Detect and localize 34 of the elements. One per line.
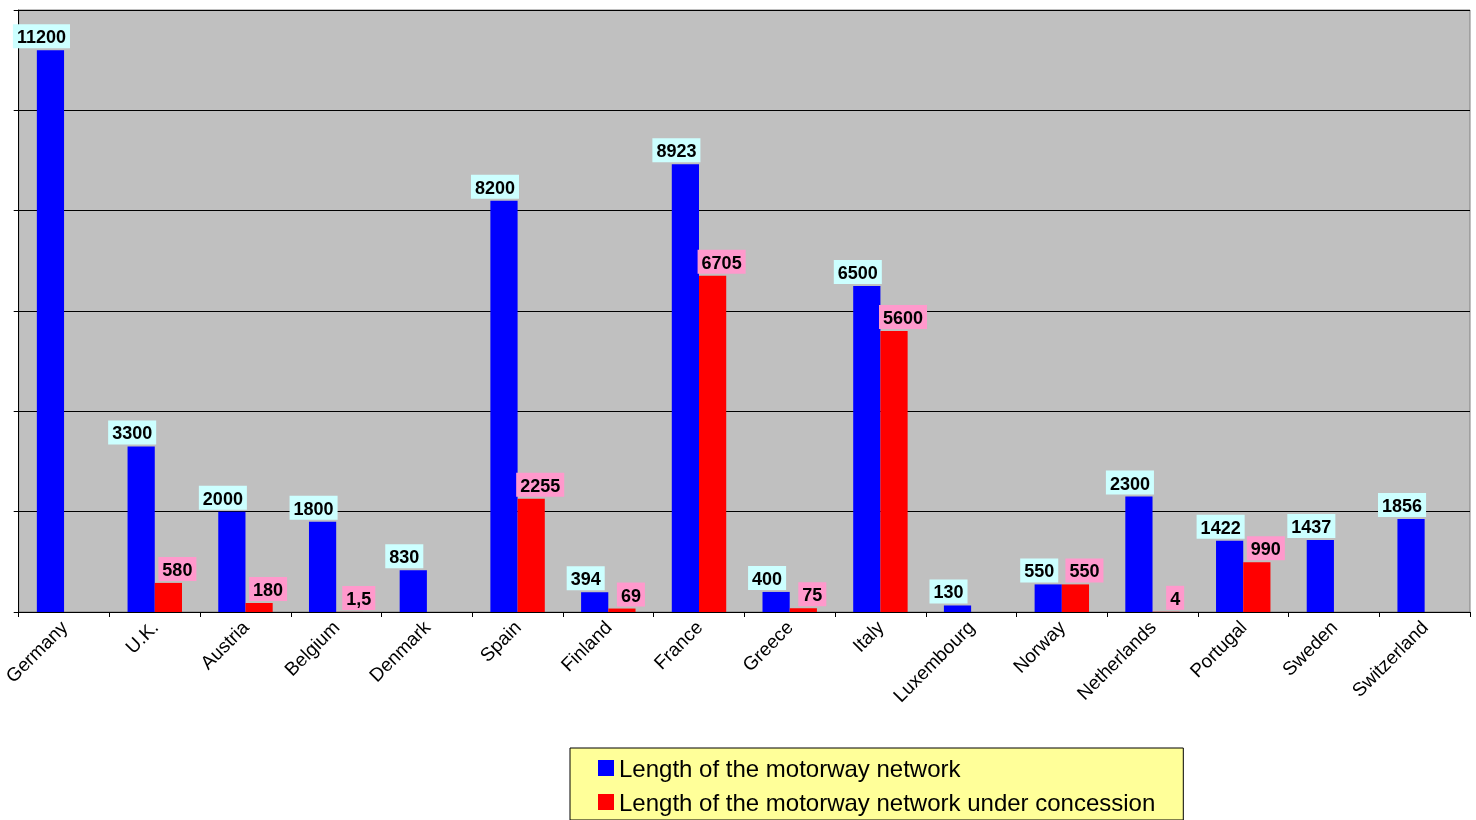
- data-label: 550: [1024, 561, 1055, 582]
- data-label: 394: [570, 569, 601, 590]
- data-label: 3300: [112, 423, 153, 444]
- bar: [943, 605, 972, 612]
- data-label: 1,5: [346, 588, 372, 609]
- data-label: 4: [1170, 588, 1181, 609]
- data-label: 2255: [520, 475, 561, 496]
- data-label: 2000: [202, 488, 243, 509]
- x-tick-label: Italy: [848, 616, 889, 657]
- legend-label: Length of the motorway network under concession: [619, 788, 1156, 816]
- data-label: 400: [752, 568, 783, 589]
- legend-label: Length of the motorway network: [619, 754, 962, 782]
- bar: [789, 608, 817, 612]
- data-label: 1856: [1382, 495, 1423, 516]
- data-label: 8200: [474, 177, 516, 198]
- bar: [490, 200, 518, 612]
- data-label: 130: [933, 582, 964, 603]
- data-label: 180: [253, 579, 284, 600]
- data-label: 1800: [293, 498, 334, 519]
- data-label: 1437: [1291, 516, 1332, 537]
- data-label: 580: [162, 559, 193, 580]
- data-label: 6500: [837, 262, 878, 283]
- data-label: 990: [1250, 539, 1281, 560]
- data-label: 830: [389, 547, 420, 568]
- data-label: 5600: [883, 308, 924, 329]
- data-label: 11200: [16, 27, 66, 48]
- data-label: 8923: [656, 141, 697, 162]
- data-label: 2300: [1109, 473, 1150, 494]
- data-label: 69: [620, 585, 641, 606]
- data-label: 75: [802, 585, 823, 606]
- data-label: 6705: [701, 252, 742, 273]
- data-label: 1422: [1200, 517, 1241, 538]
- x-tick-label: U.K.: [121, 616, 163, 658]
- data-label: 550: [1069, 561, 1100, 582]
